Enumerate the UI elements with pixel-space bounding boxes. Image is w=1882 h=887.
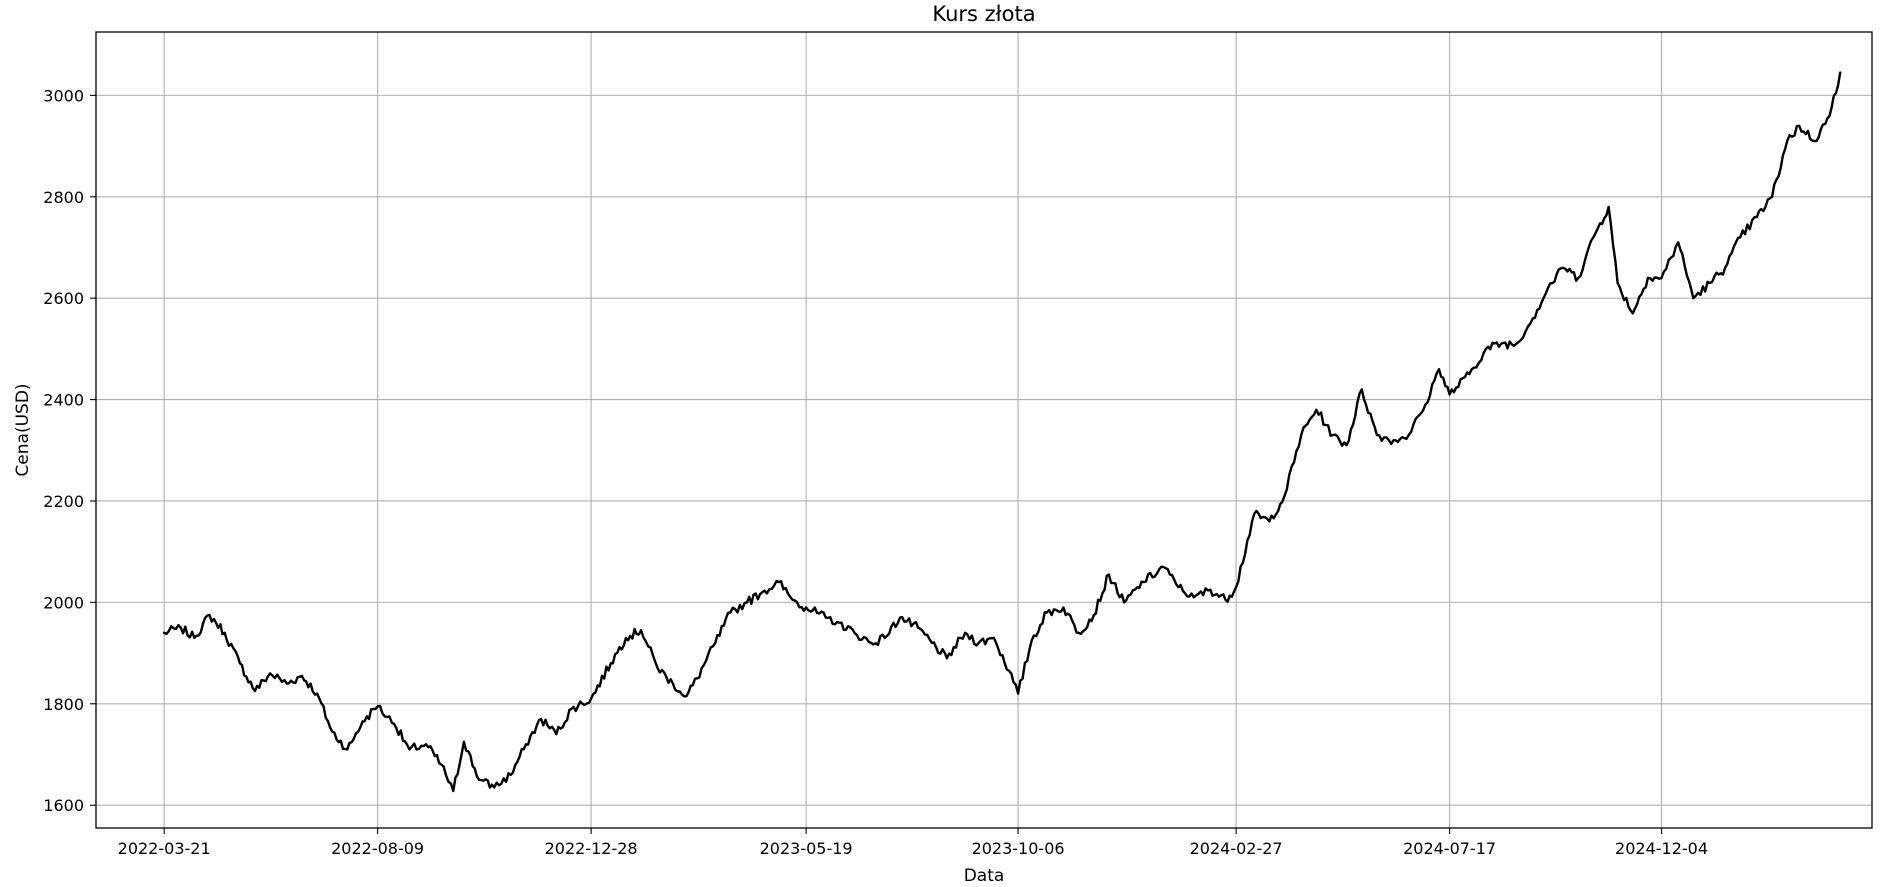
x-axis-label: Data xyxy=(964,866,1005,886)
x-tick-label: 2024-02-27 xyxy=(1190,839,1283,858)
y-tick-label: 1600 xyxy=(43,796,84,815)
series-line xyxy=(162,71,1842,793)
y-tick-label: 1800 xyxy=(43,695,84,714)
y-tick-label: 3000 xyxy=(43,86,84,105)
x-tick-label: 2024-07-17 xyxy=(1403,839,1496,858)
x-tick-label: 2022-03-21 xyxy=(118,839,211,858)
y-tick-label: 2600 xyxy=(43,289,84,308)
y-tick-label: 2000 xyxy=(43,593,84,612)
y-axis-label: Cena(USD) xyxy=(13,383,33,476)
series-layer xyxy=(162,71,1842,793)
y-tick-label: 2400 xyxy=(43,391,84,410)
y-tick-label: 2800 xyxy=(43,188,84,207)
x-tick-label: 2024-12-04 xyxy=(1615,839,1708,858)
x-tick-label: 2023-10-06 xyxy=(972,839,1065,858)
chart-title: Kurs złota xyxy=(932,2,1035,26)
grid-lines xyxy=(96,32,1872,828)
x-tick-label: 2023-05-19 xyxy=(760,839,853,858)
x-tick-label: 2022-12-28 xyxy=(545,839,638,858)
axis-ticks: 2022-03-21 2022-08-09 2022-12-28 2023-05-19… xyxy=(43,86,1708,858)
x-tick-label: 2022-08-09 xyxy=(331,839,424,858)
plot-frame xyxy=(95,31,1873,829)
y-tick-label: 2200 xyxy=(43,492,84,511)
